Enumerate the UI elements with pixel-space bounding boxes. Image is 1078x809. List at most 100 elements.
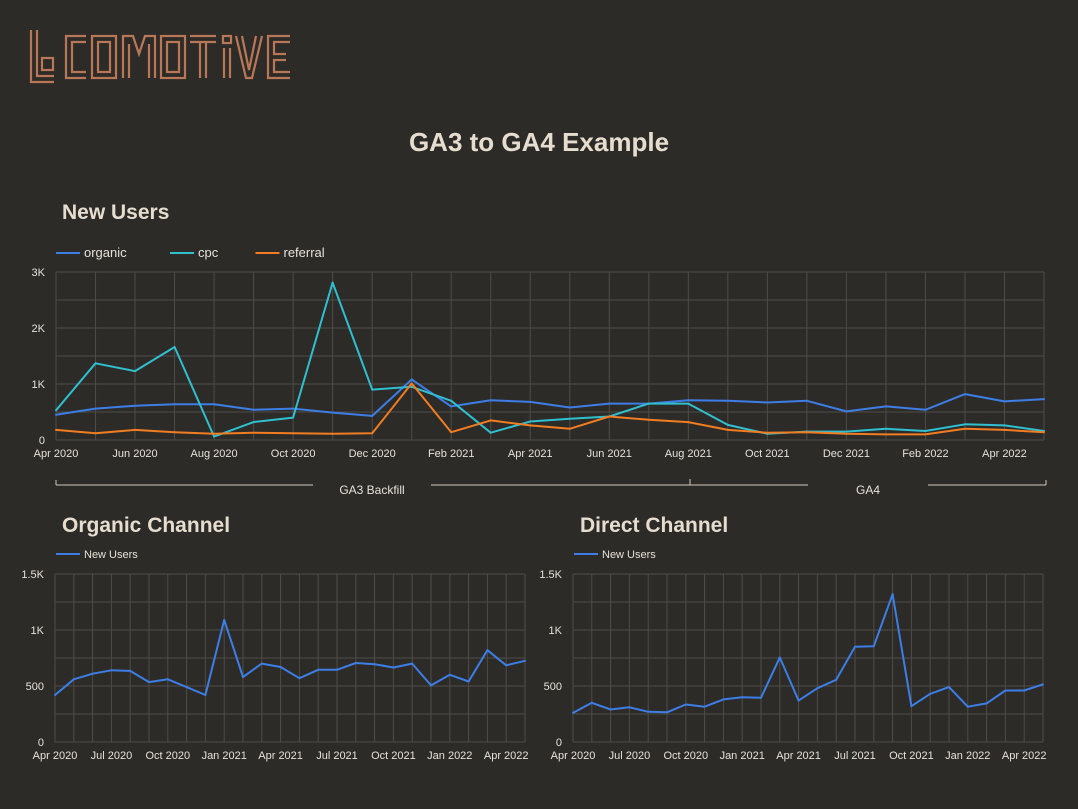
data-point — [964, 393, 966, 395]
data-point — [110, 669, 112, 671]
data-point — [648, 403, 650, 405]
data-point — [253, 432, 255, 434]
data-point — [1043, 431, 1045, 433]
x-tick-label: Oct 2020 — [271, 448, 316, 460]
period-annotations: GA3 BackfillGA4 — [56, 479, 1046, 497]
data-point — [873, 645, 875, 647]
data-point — [167, 678, 169, 680]
data-point — [505, 664, 507, 666]
data-point — [727, 424, 729, 426]
data-point — [948, 686, 950, 688]
data-point — [355, 662, 357, 664]
y-tick-label: 1K — [31, 625, 45, 637]
data-point — [964, 423, 966, 425]
data-point — [430, 684, 432, 686]
data-point — [371, 415, 373, 417]
x-tick-label: Oct 2021 — [745, 448, 790, 460]
data-point — [450, 431, 452, 433]
data-point — [92, 673, 94, 675]
data-point — [722, 698, 724, 700]
data-point — [292, 432, 294, 434]
y-tick-label: 500 — [544, 681, 562, 693]
data-point — [174, 346, 176, 348]
data-point — [687, 399, 689, 401]
series-line-new-users — [573, 594, 1043, 713]
data-point — [55, 409, 57, 411]
x-tick-label: Oct 2021 — [889, 750, 934, 762]
data-point — [648, 419, 650, 421]
data-point — [741, 696, 743, 698]
data-point — [95, 432, 97, 434]
data-point — [392, 667, 394, 669]
data-point — [490, 432, 492, 434]
x-tick-label: Jan 2021 — [202, 750, 247, 762]
series-line-referral — [56, 383, 1044, 434]
data-point — [569, 418, 571, 420]
legend-label: referral — [284, 245, 325, 260]
x-tick-label: Dec 2020 — [349, 448, 396, 460]
data-point — [608, 415, 610, 417]
data-point — [450, 400, 452, 402]
data-point — [529, 421, 531, 423]
data-point — [1004, 689, 1006, 691]
x-tick-label: Oct 2020 — [663, 750, 708, 762]
data-point — [411, 386, 413, 388]
data-point — [292, 417, 294, 419]
x-tick-label: Jan 2022 — [945, 750, 990, 762]
x-tick-label: Jan 2022 — [427, 750, 472, 762]
chart-new_users: 01K2K3KApr 2020Jun 2020Aug 2020Oct 2020D… — [32, 245, 1045, 460]
data-point — [885, 428, 887, 430]
y-tick-label: 0 — [38, 737, 44, 749]
data-point — [608, 403, 610, 405]
data-point — [174, 403, 176, 405]
data-point — [186, 686, 188, 688]
data-point — [253, 421, 255, 423]
data-point — [450, 405, 452, 407]
data-point — [55, 414, 57, 416]
y-tick-label: 0 — [39, 435, 45, 447]
data-point — [261, 663, 263, 665]
data-point — [666, 711, 668, 713]
data-point — [73, 678, 75, 680]
y-tick-label: 1.5K — [21, 569, 44, 581]
data-point — [816, 687, 818, 689]
data-point — [490, 399, 492, 401]
x-tick-label: Feb 2022 — [902, 448, 948, 460]
x-tick-label: Oct 2020 — [145, 750, 190, 762]
data-point — [134, 405, 136, 407]
data-point — [1042, 683, 1044, 685]
data-point — [317, 669, 319, 671]
data-point — [204, 694, 206, 696]
legend-label: New Users — [84, 549, 138, 561]
y-tick-label: 1K — [32, 379, 46, 391]
data-point — [411, 382, 413, 384]
data-point — [798, 700, 800, 702]
data-point — [727, 429, 729, 431]
data-point — [371, 432, 373, 434]
data-point — [628, 706, 630, 708]
chart-organic_channel: 05001K1.5KApr 2020Jul 2020Oct 2020Jan 20… — [21, 549, 528, 762]
data-point — [411, 663, 413, 665]
y-tick-label: 1.5K — [539, 569, 562, 581]
data-point — [490, 419, 492, 421]
x-tick-label: Apr 2020 — [33, 750, 78, 762]
data-point — [148, 681, 150, 683]
x-tick-label: Apr 2022 — [484, 750, 529, 762]
x-tick-label: Jun 2020 — [112, 448, 157, 460]
x-tick-label: Apr 2021 — [258, 750, 303, 762]
data-point — [806, 400, 808, 402]
data-point — [766, 432, 768, 434]
legend-label: cpc — [198, 245, 219, 260]
data-point — [685, 703, 687, 705]
data-point — [242, 676, 244, 678]
data-point — [924, 409, 926, 411]
y-tick-label: 2K — [32, 323, 46, 335]
data-point — [835, 679, 837, 681]
x-tick-label: Apr 2021 — [776, 750, 821, 762]
data-point — [892, 593, 894, 595]
data-point — [336, 669, 338, 671]
x-tick-label: Jun 2021 — [587, 448, 632, 460]
data-point — [298, 677, 300, 679]
x-tick-label: Aug 2021 — [665, 448, 712, 460]
